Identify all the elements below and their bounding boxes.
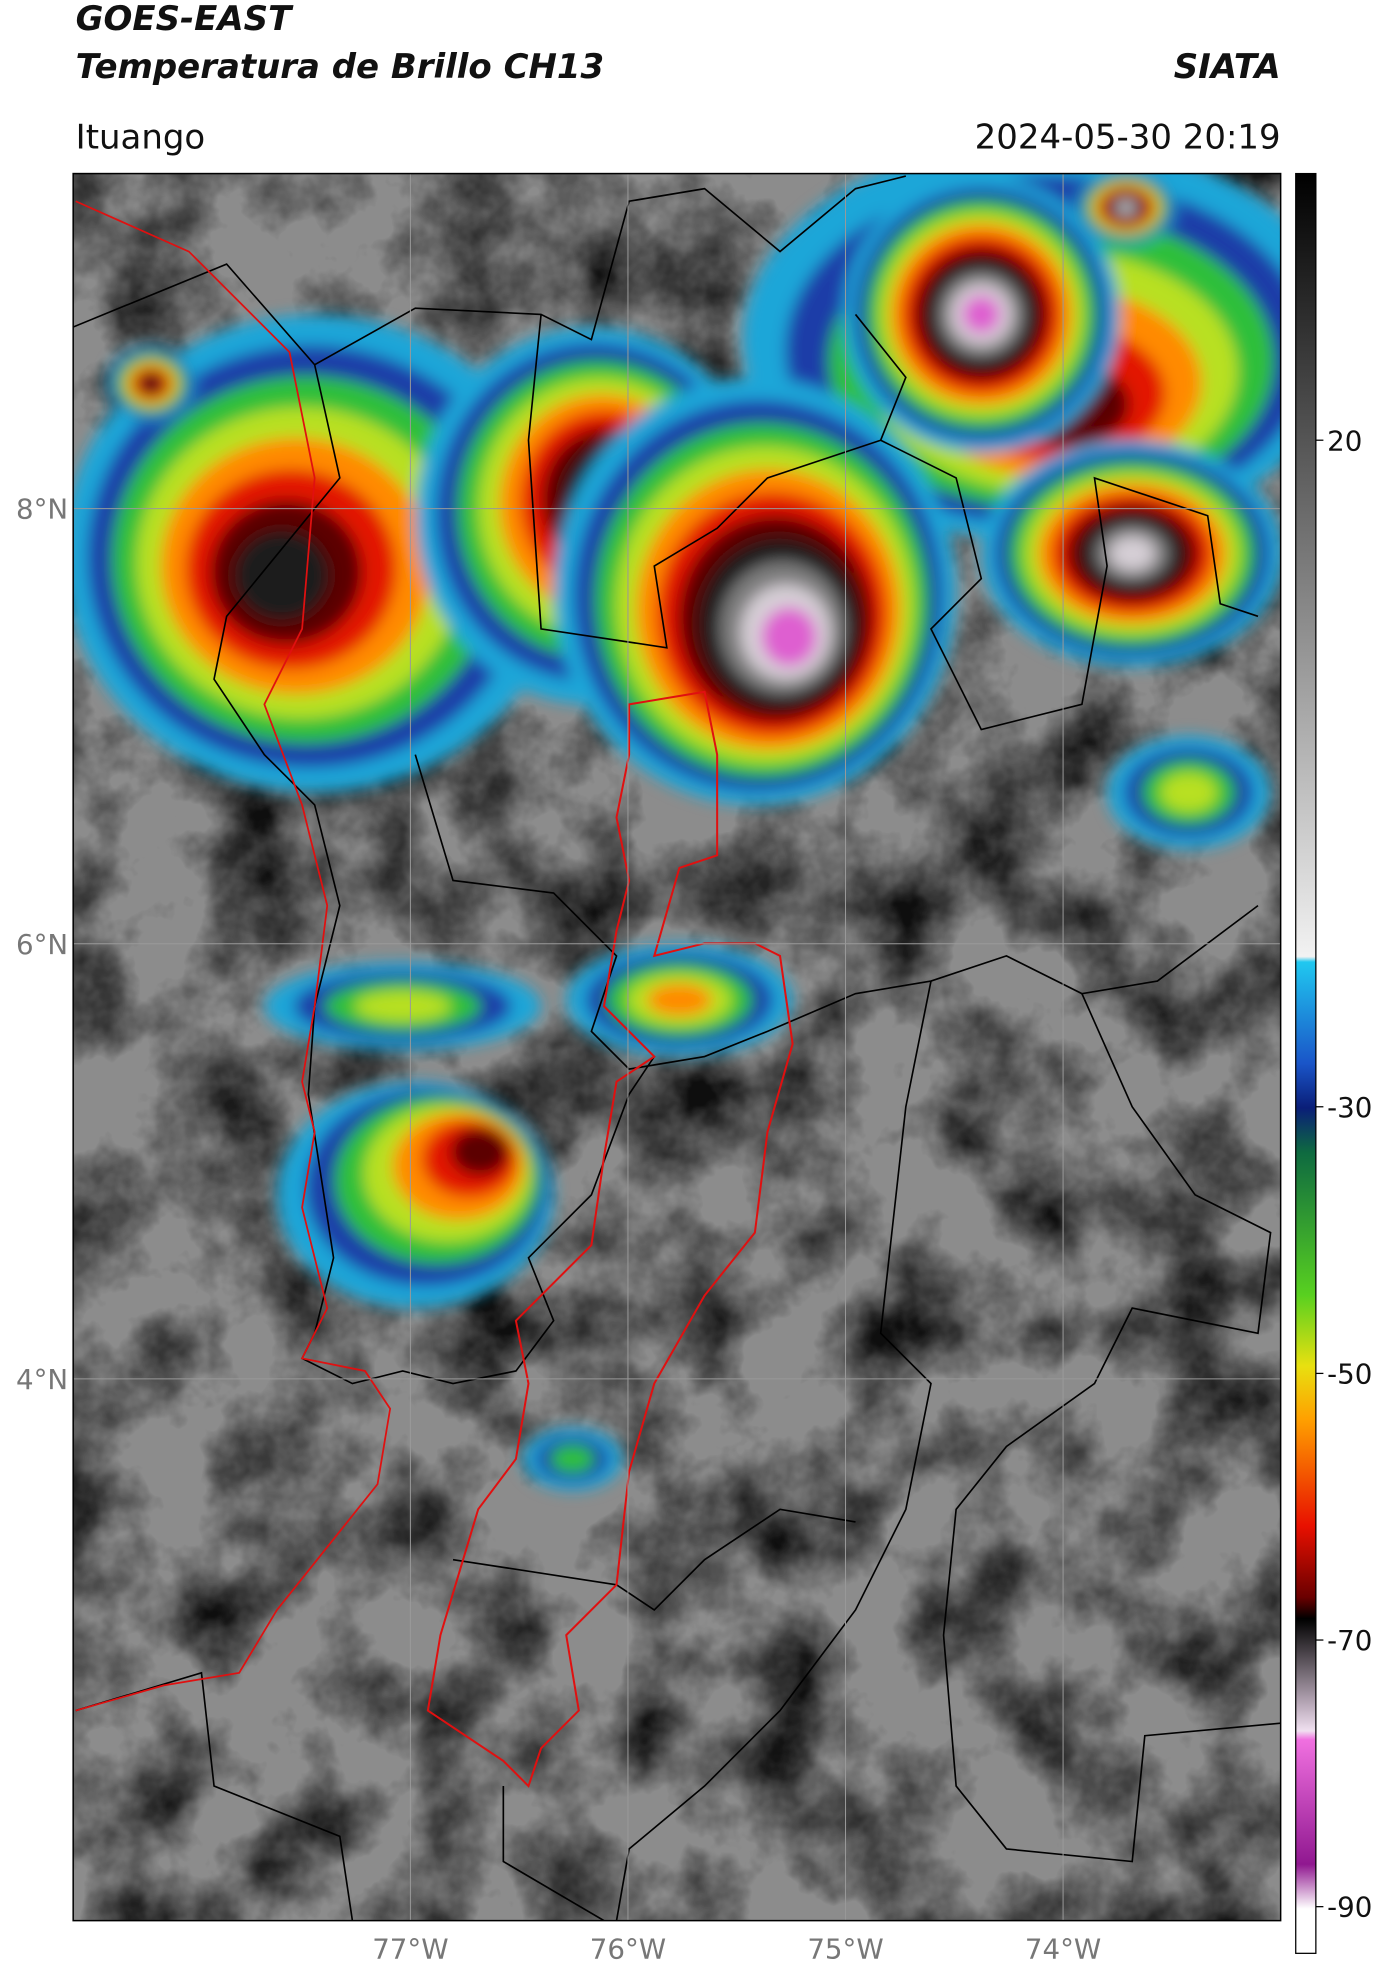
cloud-cell [1109,536,1156,571]
location: Ituango [76,117,206,157]
lon-tick-label: 76°W [590,1932,666,1965]
border [73,175,907,366]
cloud-cell [647,983,712,1017]
cloud-cell [962,295,1001,334]
cloud-cell [761,607,817,667]
coastline [75,200,392,1712]
cloud-cell [550,1445,595,1473]
colorbar-tick-label: -30 [1327,1091,1372,1124]
border [615,980,932,1921]
colorbar [1295,172,1317,1954]
border [414,754,1259,1070]
cloud-cell [1118,201,1134,214]
lon-tick-label: 74°W [1025,1932,1101,1965]
map-frame [72,172,1282,1922]
lon-tick-label: 77°W [372,1932,448,1965]
border [75,1671,354,1921]
lat-tick-label: 8°N [16,493,68,526]
subtitle: Temperatura de Brillo CH13 [76,47,604,87]
colorbar-tick-label: -50 [1327,1357,1372,1390]
map-area [73,173,1281,1921]
ticks: 8°N 6°N 4°N 77°W 76°W 75°W 74°W 20 -30 -50 -70 -90 [16,424,1372,1965]
brand: SIATA [1174,47,1281,87]
border [452,1508,856,1612]
cloud-cell [354,990,451,1022]
colorbar-tick-label: -90 [1327,1891,1372,1924]
colorbar-tick-label: -70 [1327,1624,1372,1657]
colorbar-tick-label: 20 [1327,424,1362,457]
border [942,993,1281,1863]
lat-tick-label: 4°N [16,1363,68,1396]
lat-tick-label: 6°N [16,928,68,961]
cloud-cell [142,376,160,391]
cloud-cell [234,530,329,620]
datetime: 2024-05-30 20:19 [975,117,1281,157]
storms [73,173,1281,1491]
border [880,439,1259,731]
border [502,1786,605,1921]
graticule [73,173,1281,1921]
cloud-cell [450,1127,510,1176]
title: GOES-EAST [76,0,294,39]
cloud-cell [1160,772,1218,813]
border [527,313,907,649]
lon-tick-label: 75°W [807,1932,883,1965]
